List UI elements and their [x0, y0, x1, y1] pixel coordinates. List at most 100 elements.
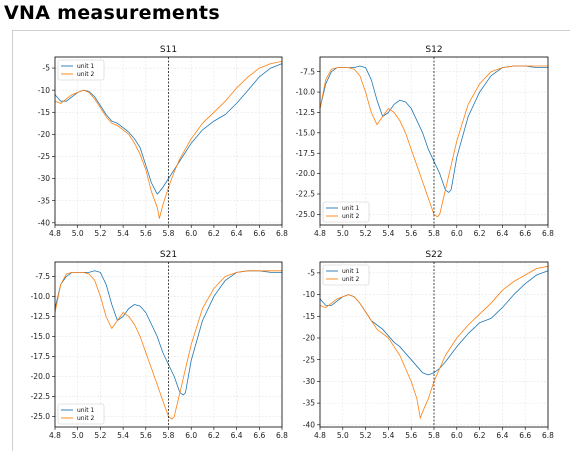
- x-tick-label: 5.6: [405, 431, 417, 440]
- y-tick-label: -30: [303, 377, 315, 386]
- y-tick-label: -10.0: [296, 88, 316, 97]
- chart-title: S11: [160, 45, 177, 55]
- y-tick-label: -25.0: [296, 210, 316, 219]
- x-tick-label: 5.4: [117, 229, 129, 238]
- x-tick-label: 5.4: [382, 229, 394, 238]
- x-tick-label: 6.8: [542, 431, 554, 440]
- y-tick-label: -7.5: [300, 67, 315, 76]
- y-tick-label: -10: [303, 290, 315, 299]
- y-tick-label: -12.5: [31, 312, 51, 321]
- y-tick-label: -15: [38, 108, 50, 117]
- x-tick-label: 5.4: [382, 431, 394, 440]
- x-tick-label: 6.2: [474, 229, 486, 238]
- x-tick-label: 5.2: [94, 431, 106, 440]
- legend: [57, 59, 105, 81]
- chart-title: S22: [425, 250, 442, 260]
- x-tick-label: 6.4: [496, 431, 508, 440]
- x-tick-label: 5.2: [360, 229, 372, 238]
- x-tick-label: 5.6: [140, 431, 152, 440]
- x-tick-label: 5.0: [337, 431, 349, 440]
- x-tick-label: 5.8: [428, 229, 440, 238]
- x-tick-label: 6.2: [208, 229, 220, 238]
- y-tick-label: -12.5: [296, 108, 316, 117]
- x-tick-label: 5.2: [94, 229, 106, 238]
- x-tick-label: 6.6: [519, 229, 531, 238]
- legend-label-unit1: unit 1: [77, 63, 95, 70]
- x-tick-label: 5.0: [337, 229, 349, 238]
- chart-s11: S11 4.8 5.0 5.2 5.4 5.6 5.8 6.0 6.2 6.4 6.6 6.8 -5 -1…: [38, 45, 288, 238]
- y-tick-label: -10: [38, 86, 50, 95]
- y-tick-label: -35: [303, 399, 315, 408]
- legend: [322, 264, 370, 286]
- chart-s22: S22 4.8 5.0 5.2 5.4 5.6 5.8 6.0 6.2 6.4 6.6 6.8 -5 -1…: [303, 250, 554, 440]
- y-tick-label: -22.5: [31, 392, 51, 401]
- figure-frame: [12, 30, 570, 451]
- page-title: VNA measurements: [4, 2, 220, 24]
- y-tick-label: -15.0: [31, 332, 51, 341]
- legend: [322, 201, 370, 223]
- x-tick-label: 6.0: [185, 229, 197, 238]
- y-tick-label: -25: [38, 152, 50, 161]
- x-tick-label: 5.2: [360, 431, 372, 440]
- series-line-unit2: [319, 65, 548, 218]
- y-tick-label: -20: [303, 334, 315, 343]
- y-tick-label: -15.0: [296, 128, 316, 137]
- x-tick-label: 5.8: [163, 431, 175, 440]
- y-tick-label: -7.5: [35, 272, 50, 281]
- legend-label-unit2: unit 2: [342, 213, 360, 220]
- x-tick-label: 6.8: [542, 229, 554, 238]
- y-tick-label: -35: [38, 196, 50, 205]
- y-tick-label: -25: [303, 355, 315, 364]
- y-tick-label: -10.0: [31, 292, 51, 301]
- x-tick-label: 4.8: [49, 431, 61, 440]
- y-tick-label: -20.0: [296, 169, 316, 178]
- series-line-unit2: [54, 61, 283, 219]
- x-tick-label: 4.8: [314, 431, 326, 440]
- series-line-unit2: [54, 270, 282, 420]
- chart-s21: S21 4.8 5.0 5.2 5.4 5.6 5.8 6.0 6.2 6.4 6.6 6.8 -7.5…: [31, 250, 289, 440]
- chart-title: S21: [160, 250, 177, 260]
- legend-label-unit1: unit 1: [342, 205, 360, 212]
- y-tick-label: -40: [38, 218, 50, 227]
- chart-s12: S12 4.8 5.0 5.2 5.4 5.6 5.8 6.0 6.2 6.4 6.6 6.8 -7.5…: [296, 45, 555, 238]
- x-tick-label: 6.6: [253, 431, 265, 440]
- x-tick-label: 5.6: [140, 229, 152, 238]
- y-tick-label: -5: [43, 64, 51, 73]
- y-tick-label: -20.0: [31, 372, 51, 381]
- y-tick-label: -5: [308, 268, 316, 277]
- series-line-unit1: [319, 65, 548, 193]
- x-tick-label: 5.4: [117, 431, 129, 440]
- legend: [57, 403, 105, 425]
- y-tick-label: -17.5: [296, 149, 316, 158]
- x-tick-label: 5.0: [72, 431, 84, 440]
- x-tick-label: 5.8: [163, 229, 175, 238]
- y-tick-label: -30: [38, 174, 50, 183]
- x-tick-label: 6.0: [185, 431, 197, 440]
- x-tick-label: 4.8: [49, 229, 61, 238]
- legend-label-unit2: unit 2: [342, 276, 360, 283]
- y-tick-label: -25.0: [31, 412, 51, 421]
- y-tick-label: -22.5: [296, 190, 316, 199]
- x-tick-label: 6.6: [519, 431, 531, 440]
- chart-title: S12: [425, 45, 442, 55]
- legend-label-unit1: unit 1: [77, 407, 95, 414]
- x-tick-label: 5.0: [72, 229, 84, 238]
- x-tick-label: 6.6: [253, 229, 265, 238]
- x-tick-label: 6.4: [231, 431, 243, 440]
- x-tick-label: 6.4: [496, 229, 508, 238]
- x-tick-label: 6.2: [208, 431, 220, 440]
- y-tick-label: -15: [303, 312, 315, 321]
- y-tick-label: -17.5: [31, 352, 51, 361]
- legend-label-unit1: unit 1: [342, 268, 360, 275]
- x-tick-label: 6.4: [231, 229, 243, 238]
- x-tick-label: 6.0: [451, 431, 463, 440]
- x-tick-label: 5.6: [405, 229, 417, 238]
- x-tick-label: 5.8: [428, 431, 440, 440]
- x-tick-label: 6.0: [451, 229, 463, 238]
- legend-label-unit2: unit 2: [77, 71, 95, 78]
- y-tick-label: -40: [303, 420, 315, 429]
- y-tick-label: -20: [38, 130, 50, 139]
- series-line-unit1: [54, 270, 282, 396]
- x-tick-label: 6.2: [474, 431, 486, 440]
